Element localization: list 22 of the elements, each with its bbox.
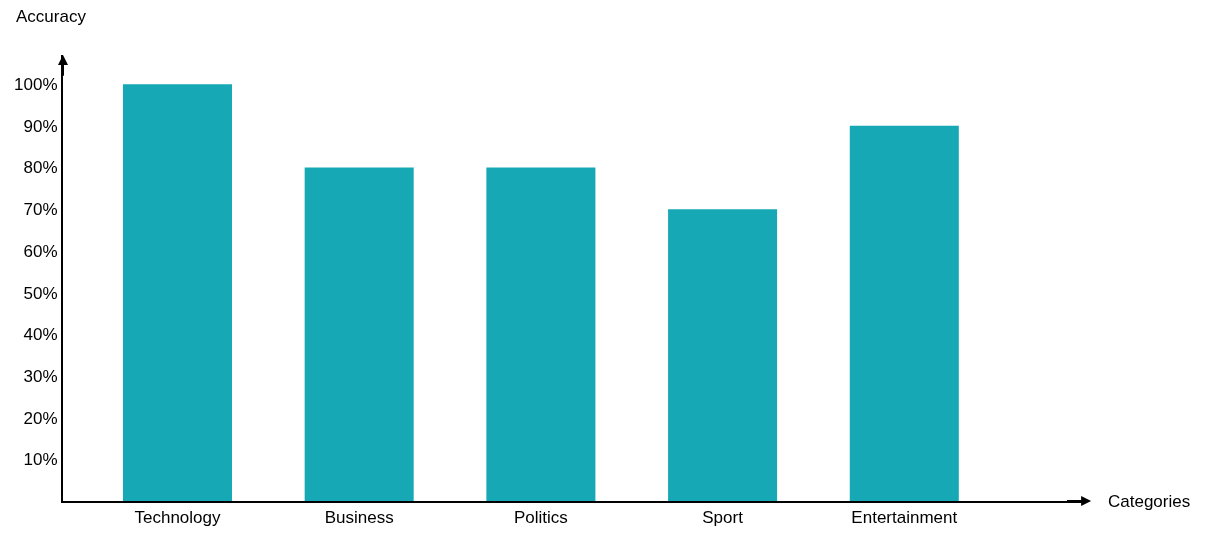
x-tick-label: Business xyxy=(324,508,394,528)
y-axis-title: Accuracy xyxy=(16,7,87,26)
x-tick-label: Politics xyxy=(513,508,568,528)
x-tick-label: Sport xyxy=(702,508,744,528)
y-tick-label: 60% xyxy=(23,241,58,261)
y-tick-label: 30% xyxy=(23,366,58,386)
bar xyxy=(668,209,778,501)
y-tick-label: 100% xyxy=(14,75,58,95)
y-tick-label: 40% xyxy=(23,325,58,345)
x-axis-title: Categories xyxy=(1108,492,1191,511)
y-tick-label: 10% xyxy=(23,450,58,470)
x-tick-label: Entertainment xyxy=(851,508,958,528)
y-tick-label: 90% xyxy=(23,116,58,136)
y-tick-label: 20% xyxy=(23,408,58,428)
x-tick-label: Technology xyxy=(134,508,221,528)
y-tick-label: 80% xyxy=(23,158,58,178)
y-tick-label: 50% xyxy=(23,283,58,303)
bar xyxy=(304,167,414,501)
bar xyxy=(849,125,959,501)
y-tick-label: 70% xyxy=(23,200,58,220)
bar xyxy=(122,84,232,501)
bar xyxy=(486,167,596,501)
